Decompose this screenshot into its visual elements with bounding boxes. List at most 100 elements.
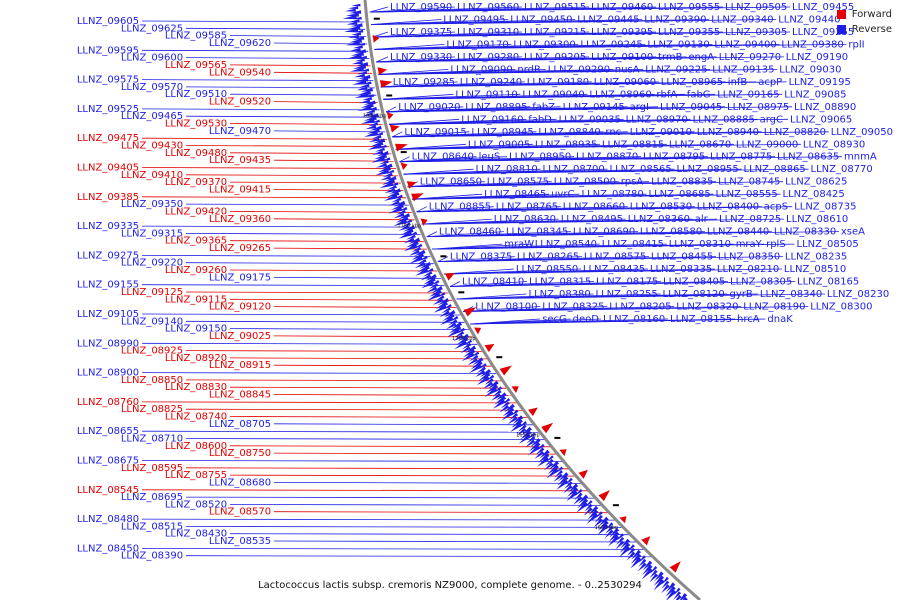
gene-label: LLNZ_09570 bbox=[121, 82, 183, 93]
gene-label: LLNZ_08465 bbox=[484, 189, 546, 200]
reverse-gene-arrow bbox=[526, 435, 536, 444]
leader-line bbox=[443, 268, 782, 275]
gene-label: LLNZ_08235 bbox=[785, 252, 847, 263]
leader-line bbox=[185, 86, 375, 89]
forward-gene-arrow bbox=[389, 124, 400, 133]
leader-line bbox=[273, 335, 474, 338]
reverse-gene-arrow bbox=[444, 310, 456, 318]
legend-reverse-swatch bbox=[836, 25, 846, 34]
forward-gene-arrow bbox=[474, 327, 482, 335]
reverse-gene-arrow bbox=[360, 68, 370, 72]
gene-label: LLNZ_09380 bbox=[781, 39, 843, 50]
reverse-gene-arrow bbox=[423, 277, 436, 285]
reverse-gene-arrow bbox=[529, 441, 541, 452]
reverse-gene-arrow bbox=[585, 500, 593, 508]
leader-line bbox=[369, 6, 791, 13]
gene-label: LLNZ_08640 bbox=[412, 152, 474, 163]
leader-line bbox=[141, 254, 431, 257]
forward-gene-arrow bbox=[511, 386, 519, 393]
gene-label: trmB bbox=[658, 52, 683, 63]
reverse-gene-arrow bbox=[538, 453, 550, 463]
position-tick-label: 1750 kbp bbox=[397, 224, 421, 230]
leader-line bbox=[273, 511, 609, 514]
gene-label: LLNZ_08820 bbox=[764, 127, 826, 138]
reverse-gene-arrow bbox=[665, 582, 676, 593]
reverse-gene-arrow bbox=[484, 378, 494, 385]
gene-label: LLNZ_09140 bbox=[121, 316, 183, 327]
reverse-gene-arrow bbox=[433, 304, 447, 313]
reverse-gene-arrow bbox=[398, 231, 413, 239]
leader-line bbox=[229, 474, 575, 477]
reverse-gene-arrow bbox=[416, 258, 427, 265]
gene-label: LLNZ_08870 bbox=[576, 152, 638, 163]
gene-label: LLNZ_09050 bbox=[831, 127, 893, 138]
leader-line bbox=[399, 156, 410, 163]
gene-label: LLNZ_09260 bbox=[165, 265, 227, 276]
reverse-gene-arrow bbox=[574, 489, 583, 496]
reverse-gene-arrow bbox=[398, 225, 410, 231]
leader-line bbox=[412, 193, 483, 200]
reverse-gene-arrow bbox=[403, 237, 415, 244]
reverse-gene-arrow bbox=[415, 268, 429, 276]
gene-label: LLNZ_09215 bbox=[524, 27, 586, 38]
reverse-gene-arrow bbox=[393, 194, 403, 199]
reverse-gene-arrow bbox=[627, 547, 636, 556]
forward-gene-arrow bbox=[541, 422, 554, 434]
reverse-gene-arrow bbox=[378, 160, 389, 165]
gene-label: LLNZ_09090 bbox=[450, 64, 512, 75]
reverse-gene-arrow bbox=[383, 194, 398, 201]
reverse-gene-arrow bbox=[673, 591, 682, 600]
gene-label: LLNZ_08360 bbox=[628, 214, 690, 225]
reverse-gene-arrow bbox=[597, 523, 609, 536]
forward-gene-arrow bbox=[411, 193, 424, 202]
reverse-gene-arrow bbox=[665, 585, 676, 597]
leader-line bbox=[449, 281, 796, 287]
gene-label: LLNZ_09460 bbox=[591, 2, 653, 13]
leader-line bbox=[273, 218, 415, 221]
reverse-gene-arrow bbox=[472, 357, 484, 366]
reverse-gene-arrow bbox=[491, 393, 502, 401]
reverse-gene-arrow bbox=[546, 467, 559, 479]
reverse-gene-arrow bbox=[504, 403, 515, 413]
reverse-gene-arrow bbox=[476, 366, 486, 374]
forward-gene-arrow bbox=[400, 162, 408, 171]
reverse-gene-arrow bbox=[362, 96, 373, 101]
leader-line bbox=[229, 35, 367, 37]
gene-label: fabD bbox=[528, 114, 552, 125]
gene-label: LLNZ_08865 bbox=[744, 164, 806, 175]
reverse-gene-arrow bbox=[453, 334, 464, 342]
gene-label: LLNZ_08575 bbox=[584, 252, 646, 263]
legend-reverse-label: Reverse bbox=[851, 24, 892, 35]
reverse-gene-arrow bbox=[388, 206, 403, 214]
gene-label: LLNZ_08405 bbox=[663, 277, 725, 288]
reverse-gene-arrow bbox=[537, 456, 550, 467]
gene-label: LLNZ_08900 bbox=[77, 368, 139, 379]
gene-label: LLNZ_09275 bbox=[77, 250, 139, 261]
reverse-gene-arrow bbox=[679, 593, 688, 600]
gene-label: LLNZ_09365 bbox=[165, 236, 227, 247]
reverse-gene-arrow bbox=[345, 41, 360, 46]
feature-marker bbox=[554, 436, 561, 439]
reverse-gene-arrow bbox=[461, 352, 475, 362]
gene-label: LLNZ_08970 bbox=[626, 114, 688, 125]
reverse-gene-arrow bbox=[642, 560, 653, 571]
reverse-gene-arrow bbox=[359, 83, 370, 88]
leader-line bbox=[383, 93, 454, 100]
gene-label: LLNZ_08955 bbox=[677, 164, 739, 175]
leader-line bbox=[229, 240, 424, 243]
reverse-gene-arrow bbox=[368, 122, 379, 127]
reverse-gene-arrow bbox=[609, 527, 620, 538]
gene-label: LLNZ_08635 bbox=[777, 152, 839, 163]
reverse-gene-arrow bbox=[442, 313, 455, 322]
leader-line bbox=[141, 225, 418, 228]
forward-gene-arrow bbox=[386, 112, 394, 120]
reverse-gene-arrow bbox=[584, 503, 593, 512]
forward-gene-arrow bbox=[484, 343, 495, 353]
position-ticks: 1800 kbp 1750 kbp 1700 kbp 1650 kbp 1600 kbp bbox=[363, 114, 618, 532]
gene-label: LLNZ_08305 bbox=[730, 277, 792, 288]
reverse-gene-arrow bbox=[469, 354, 479, 362]
gene-label: LLNZ_09265 bbox=[209, 243, 271, 254]
leader-line bbox=[229, 357, 487, 360]
gene-label: LLNZ_09145 bbox=[563, 102, 625, 113]
reverse-gene-arrow bbox=[573, 496, 583, 505]
